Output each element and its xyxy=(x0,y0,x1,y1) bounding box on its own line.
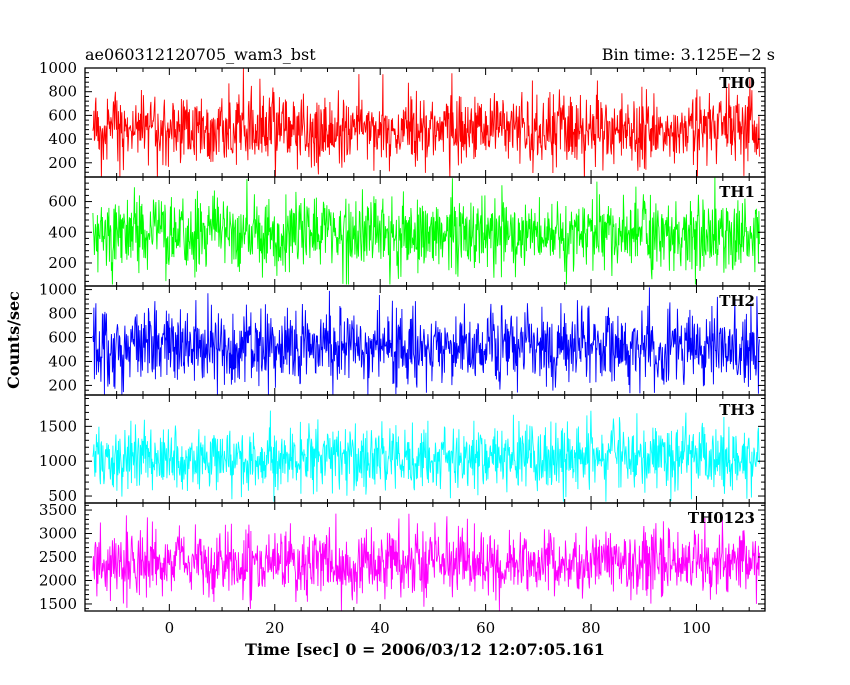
panel-label: TH2 xyxy=(719,292,755,310)
panel-th0123: 1500 2000 2500 3000 3500 TH0123 xyxy=(39,501,766,613)
y-tick-label: 200 xyxy=(48,254,77,272)
y-tick-label: 400 xyxy=(48,223,77,241)
y-tick-label: 2000 xyxy=(39,571,77,589)
panels-group: 200 400 600 800 1000 TH0 200 400 600 TH1 200 400 600… xyxy=(39,59,766,613)
y-tick-label: 400 xyxy=(48,352,77,370)
series-line-th0 xyxy=(92,68,760,177)
y-tick-label: 1000 xyxy=(39,281,77,299)
y-tick-label: 400 xyxy=(48,130,77,148)
series-line-th0123 xyxy=(92,513,760,611)
y-tick-label: 3500 xyxy=(39,501,77,519)
y-tick-label: 1000 xyxy=(39,59,77,77)
y-tick-label: 1500 xyxy=(39,595,77,613)
y-tick-label: 800 xyxy=(48,83,77,101)
panel-th2: 200 400 600 800 1000 TH2 xyxy=(39,281,766,396)
x-tick-label: 80 xyxy=(581,619,600,637)
panel-label: TH1 xyxy=(719,183,755,201)
x-axis-title: Time [sec] 0 = 2006/03/12 12:07:05.161 xyxy=(245,640,605,659)
y-tick-label: 800 xyxy=(48,305,77,323)
x-axis: 0 20 40 60 80 100 xyxy=(165,619,711,637)
series-line-th3 xyxy=(92,410,760,502)
series-line-th2 xyxy=(92,287,760,395)
y-tick-label: 200 xyxy=(48,154,77,172)
y-tick-label: 3000 xyxy=(39,525,77,543)
panel-frame xyxy=(84,502,766,612)
x-tick-label: 60 xyxy=(476,619,495,637)
panel-label: TH0123 xyxy=(688,509,755,527)
y-tick-label: 2500 xyxy=(39,548,77,566)
x-tick-label: 100 xyxy=(682,619,711,637)
y-tick-label: 200 xyxy=(48,376,77,394)
y-tick-label: 500 xyxy=(48,487,77,505)
panel-th0: 200 400 600 800 1000 TH0 xyxy=(39,59,766,178)
panel-th1: 200 400 600 TH1 xyxy=(48,176,766,287)
y-tick-label: 1000 xyxy=(39,452,77,470)
y-tick-label: 1500 xyxy=(39,417,77,435)
y-axis-title: Counts/sec xyxy=(4,291,23,389)
panel-label: TH0 xyxy=(719,74,755,92)
source-name-title: ae060312120705_wam3_bst xyxy=(85,45,316,64)
y-tick-label: 600 xyxy=(48,193,77,211)
panel-label: TH3 xyxy=(719,401,755,419)
series-line-th1 xyxy=(92,177,760,285)
bin-time-label: Bin time: 3.125E−2 s xyxy=(602,45,775,64)
panel-th3: 500 1000 1500 TH3 xyxy=(39,394,766,505)
x-tick-label: 0 xyxy=(165,619,175,637)
y-tick-label: 600 xyxy=(48,106,77,124)
x-tick-label: 40 xyxy=(371,619,390,637)
y-tick-label: 600 xyxy=(48,329,77,347)
x-tick-label: 20 xyxy=(265,619,284,637)
